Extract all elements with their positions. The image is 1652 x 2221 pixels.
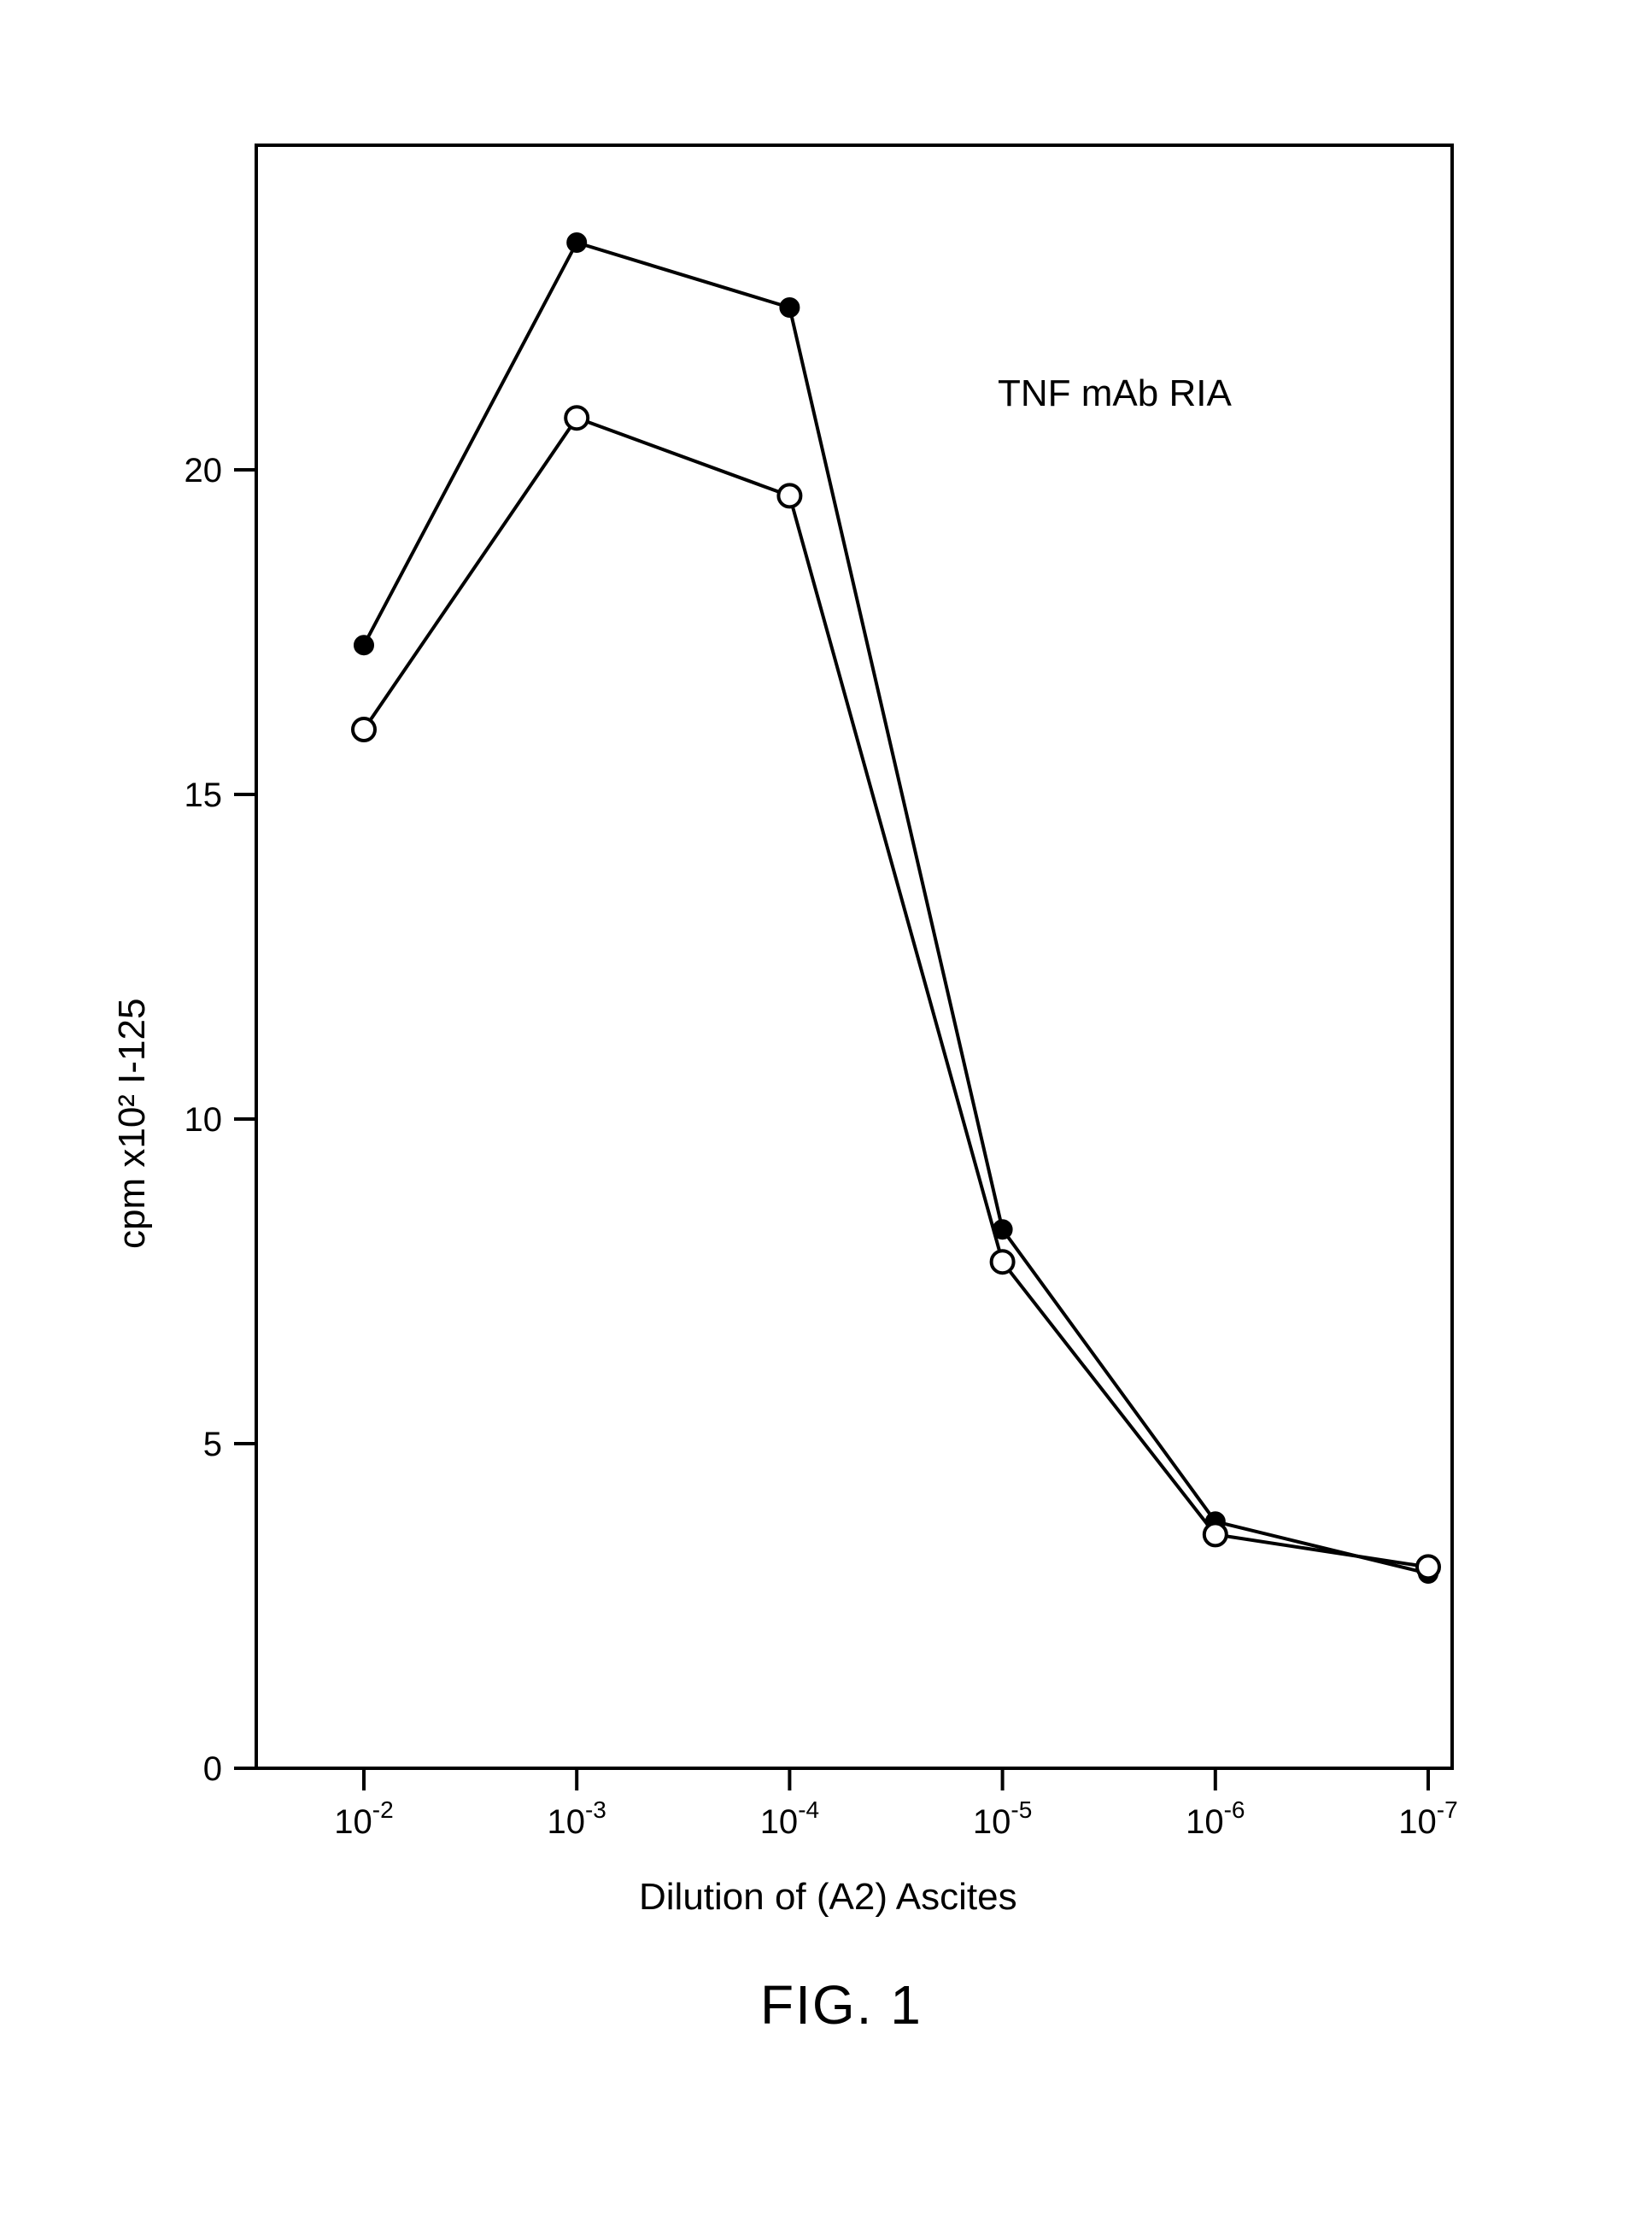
series-marker-open: [1417, 1556, 1439, 1578]
y-tick-label: 20: [185, 452, 223, 489]
plot-frame: [256, 145, 1452, 1768]
x-tick-label: 10-2: [334, 1796, 393, 1841]
series-marker-filled: [781, 299, 798, 316]
chart-annotation: TNF mAb RIA: [998, 372, 1232, 415]
x-tick-label: 10-6: [1186, 1796, 1245, 1841]
x-axis-label: Dilution of (A2) Ascites: [639, 1876, 1017, 1919]
x-tick-label: 10-4: [760, 1796, 819, 1841]
y-axis-label: cpm x10² I-125: [111, 999, 154, 1249]
x-tick-label: 10-3: [547, 1796, 606, 1841]
y-tick-label: 0: [203, 1750, 222, 1788]
x-tick-label: 10-5: [973, 1796, 1032, 1841]
series-marker-open: [992, 1251, 1014, 1273]
series-marker-open: [1204, 1523, 1227, 1545]
page-root: 0 5 10 15 20 10-2 10-3 10-4 10-5 10-6 10-7 cpm x10…: [0, 0, 1652, 2221]
y-tick-label: 15: [185, 776, 223, 814]
y-tick-label: 10: [185, 1101, 223, 1139]
series-marker-open: [353, 718, 375, 741]
series-marker-filled: [568, 234, 585, 251]
y-tick-label: 5: [203, 1426, 222, 1463]
figure-caption: FIG. 1: [760, 1973, 923, 2036]
series-marker-filled: [355, 636, 372, 653]
series-marker-open: [565, 407, 588, 429]
series-marker-open: [778, 484, 800, 507]
x-tick-label: 10-7: [1398, 1796, 1457, 1841]
